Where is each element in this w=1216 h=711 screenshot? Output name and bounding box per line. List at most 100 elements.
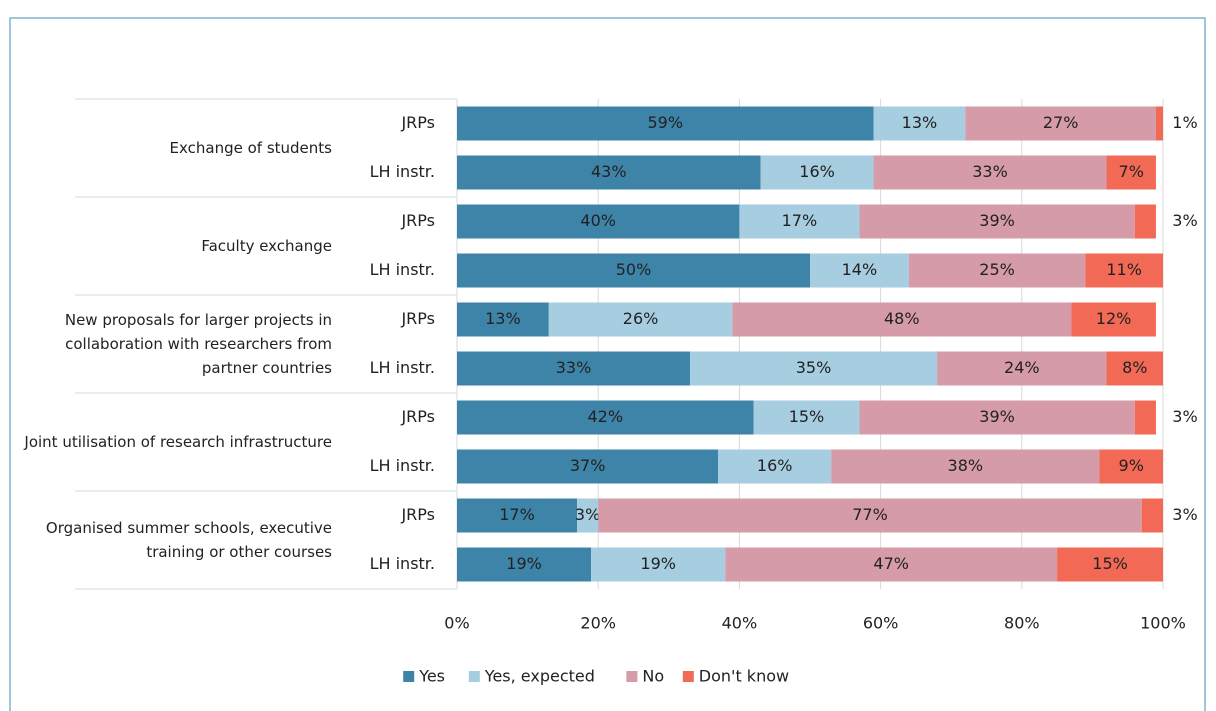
y-tick-label: JRPs (400, 505, 435, 524)
data-label: 24% (1004, 358, 1040, 377)
bar-segment (1134, 400, 1156, 435)
data-label: 77% (852, 505, 888, 524)
data-label: 33% (556, 358, 592, 377)
bar-segment (457, 498, 578, 533)
bar-segment (548, 302, 733, 337)
bar-segment (1057, 547, 1163, 582)
bar-segment (1085, 253, 1163, 288)
bar-segment (760, 155, 874, 190)
group-label: Joint utilisation of research infrastruc… (24, 433, 332, 451)
bar-segment (937, 351, 1107, 386)
data-label: 13% (902, 113, 938, 132)
legend-label: Yes (418, 667, 445, 686)
data-label: 35% (796, 358, 832, 377)
bar-segment (598, 498, 1142, 533)
data-label: 43% (591, 162, 627, 181)
group-label: Faculty exchange (201, 237, 332, 255)
data-label: 8% (1122, 358, 1147, 377)
legend-label: No (642, 667, 664, 686)
bar-segment (1071, 302, 1156, 337)
data-label: 16% (799, 162, 835, 181)
x-tick-label: 20% (580, 614, 616, 633)
x-tick-label: 100% (1140, 614, 1186, 633)
data-label: 50% (616, 260, 652, 279)
bar-segment (457, 400, 754, 435)
data-label: 38% (948, 456, 984, 475)
data-label: 59% (647, 113, 683, 132)
bar-segment (1106, 155, 1156, 190)
data-label: 3% (1172, 505, 1197, 524)
x-tick-label: 40% (722, 614, 758, 633)
data-label: 16% (757, 456, 793, 475)
bar-segment (577, 498, 599, 533)
bar-segment (1134, 204, 1156, 239)
bar-segment (965, 106, 1156, 141)
bar-segment (859, 204, 1135, 239)
bar-segment (739, 204, 860, 239)
bar-segment (1106, 351, 1163, 386)
legend-label: Don't know (699, 667, 789, 686)
group-label: New proposals for larger projects in col… (64, 311, 332, 377)
bar-segment (732, 302, 1072, 337)
bar-segment (908, 253, 1086, 288)
bar-segment (591, 547, 726, 582)
y-tick-label: JRPs (400, 113, 435, 132)
y-tick-label: LH instr. (370, 554, 435, 573)
data-label: 39% (979, 211, 1015, 230)
data-label: 27% (1043, 113, 1079, 132)
bar-segment (753, 400, 860, 435)
y-tick-label: LH instr. (370, 162, 435, 181)
frame (9, 17, 1206, 711)
data-label: 15% (1092, 554, 1128, 573)
group-label: Organised summer schools, executive trai… (45, 519, 332, 561)
data-label: 42% (587, 407, 623, 426)
data-label: 19% (506, 554, 542, 573)
legend-swatch (682, 671, 694, 682)
y-tick-label: JRPs (400, 309, 435, 328)
y-tick-label: LH instr. (370, 260, 435, 279)
legend-swatch (626, 671, 638, 682)
data-label: 47% (873, 554, 909, 573)
data-label: 37% (570, 456, 606, 475)
bar-segment (831, 449, 1100, 484)
data-label: 15% (789, 407, 825, 426)
bar-segment (810, 253, 909, 288)
y-tick-label: LH instr. (370, 358, 435, 377)
bar-segment (457, 106, 874, 141)
data-label: 19% (640, 554, 676, 573)
x-tick-label: 0% (444, 614, 469, 633)
data-label: 40% (580, 211, 616, 230)
data-label: 7% (1119, 162, 1144, 181)
bar-segment (457, 351, 690, 386)
data-label: 39% (979, 407, 1015, 426)
data-label: 3% (575, 505, 600, 524)
bar-segment (873, 106, 966, 141)
y-tick-label: JRPs (400, 211, 435, 230)
data-label: 9% (1119, 456, 1144, 475)
data-label: 26% (623, 309, 659, 328)
data-label: 3% (1172, 211, 1197, 230)
bar-segment (457, 204, 740, 239)
data-label: 48% (884, 309, 920, 328)
data-label: 3% (1172, 407, 1197, 426)
data-label: 33% (972, 162, 1008, 181)
bar-segment (1155, 106, 1163, 141)
data-label: 11% (1106, 260, 1142, 279)
bar-segment (718, 449, 832, 484)
bar-segment (457, 155, 761, 190)
bar-segment (725, 547, 1058, 582)
legend-swatch (403, 671, 415, 682)
bar-segment (457, 547, 592, 582)
bar-segment (689, 351, 938, 386)
legend-label: Yes, expected (484, 667, 595, 686)
data-label: 14% (842, 260, 878, 279)
bar-segment (457, 449, 719, 484)
data-label: 17% (782, 211, 818, 230)
legend-swatch (468, 671, 480, 682)
bar-segment (457, 253, 810, 288)
x-tick-label: 60% (863, 614, 899, 633)
bar-segment (859, 400, 1135, 435)
data-label: 1% (1172, 113, 1197, 132)
bar-segment (1141, 498, 1163, 533)
